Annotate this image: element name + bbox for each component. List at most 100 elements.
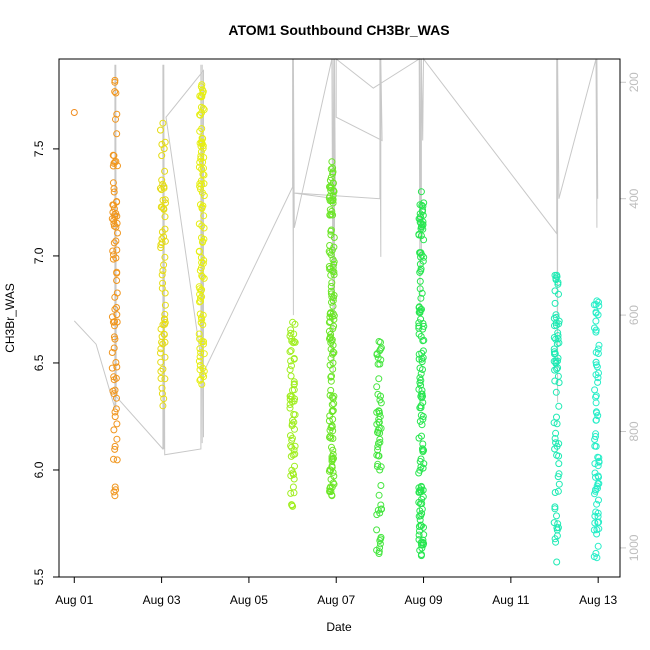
data-point — [415, 230, 423, 238]
data-point — [325, 318, 333, 326]
data-point — [419, 221, 427, 229]
data-point — [418, 305, 425, 313]
data-point — [375, 491, 383, 499]
data-point — [327, 283, 335, 290]
data-point — [418, 421, 426, 429]
plot-frame — [58, 58, 621, 578]
data-point — [197, 314, 205, 322]
data-point — [287, 357, 295, 365]
data-point — [552, 335, 560, 343]
data-point — [197, 319, 205, 327]
data-point — [328, 207, 336, 215]
data-point — [157, 325, 165, 333]
data-point — [595, 525, 603, 533]
data-point — [113, 268, 121, 276]
data-point — [161, 253, 169, 261]
data-point — [327, 174, 335, 181]
data-point — [287, 452, 295, 460]
data-point — [196, 362, 204, 369]
data-point — [160, 395, 168, 403]
data-point — [594, 542, 602, 550]
data-point — [160, 331, 168, 338]
data-point — [327, 377, 335, 385]
data-point — [157, 241, 165, 249]
data-point — [595, 496, 602, 504]
data-point — [112, 359, 120, 366]
data-point — [111, 88, 119, 96]
data-point — [110, 333, 118, 341]
data-point — [594, 412, 602, 420]
data-point — [555, 460, 563, 468]
data-point — [327, 251, 335, 259]
data-point — [111, 413, 119, 421]
data-point — [111, 211, 119, 219]
data-point — [199, 104, 207, 112]
data-point — [329, 415, 337, 423]
data-point — [415, 512, 423, 520]
data-point — [330, 322, 338, 330]
data-point — [325, 467, 333, 475]
data-point — [593, 482, 601, 490]
data-point — [551, 535, 559, 543]
data-point — [326, 313, 334, 321]
data-point — [112, 223, 120, 231]
data-point — [420, 236, 428, 244]
data-point — [591, 512, 599, 520]
data-point — [377, 463, 385, 471]
x-tick-label: Aug 05 — [230, 593, 268, 607]
data-point — [595, 458, 603, 466]
data-point — [161, 301, 169, 309]
data-point — [594, 378, 602, 386]
data-point — [592, 408, 600, 416]
data-point — [287, 489, 295, 497]
x-tick-label: Aug 11 — [492, 593, 529, 607]
data-point — [289, 451, 297, 459]
data-point — [287, 442, 295, 450]
data-point — [113, 456, 121, 464]
data-point — [326, 391, 334, 399]
data-point — [555, 470, 563, 478]
data-point — [162, 199, 169, 207]
data-point — [114, 162, 121, 170]
data-point — [110, 220, 118, 228]
data-point — [197, 294, 204, 302]
data-point — [290, 381, 298, 389]
data-point — [112, 115, 119, 123]
data-point — [195, 220, 203, 228]
data-point — [417, 402, 425, 410]
data-point — [592, 442, 600, 450]
data-point — [373, 351, 381, 358]
data-point — [591, 436, 599, 443]
data-point — [551, 435, 559, 442]
data-point — [157, 367, 165, 375]
data-point — [328, 372, 335, 380]
data-point — [287, 372, 295, 380]
y-tick-label: 7.0 — [32, 247, 46, 264]
data-point — [417, 188, 425, 196]
data-point — [330, 271, 338, 279]
data-point — [112, 237, 120, 245]
data-point — [415, 531, 423, 539]
data-point — [552, 311, 560, 319]
data-point — [110, 344, 118, 352]
x-tick-label: Aug 09 — [405, 593, 443, 607]
data-point — [418, 289, 426, 297]
data-point — [112, 374, 120, 382]
data-point — [198, 380, 206, 388]
data-point — [555, 480, 563, 488]
x-tick-label: Aug 13 — [579, 593, 617, 607]
data-point — [198, 139, 206, 147]
data-point — [108, 313, 116, 321]
data-point — [593, 554, 601, 562]
data-point — [591, 490, 598, 498]
data-point — [417, 455, 425, 463]
data-point — [199, 238, 206, 246]
data-point — [552, 313, 560, 321]
altitude-line — [73, 57, 599, 456]
data-point — [417, 315, 425, 323]
data-point — [196, 127, 204, 135]
data-point — [419, 211, 427, 219]
data-point — [289, 318, 297, 326]
data-point — [197, 155, 205, 163]
data-point — [417, 486, 425, 494]
